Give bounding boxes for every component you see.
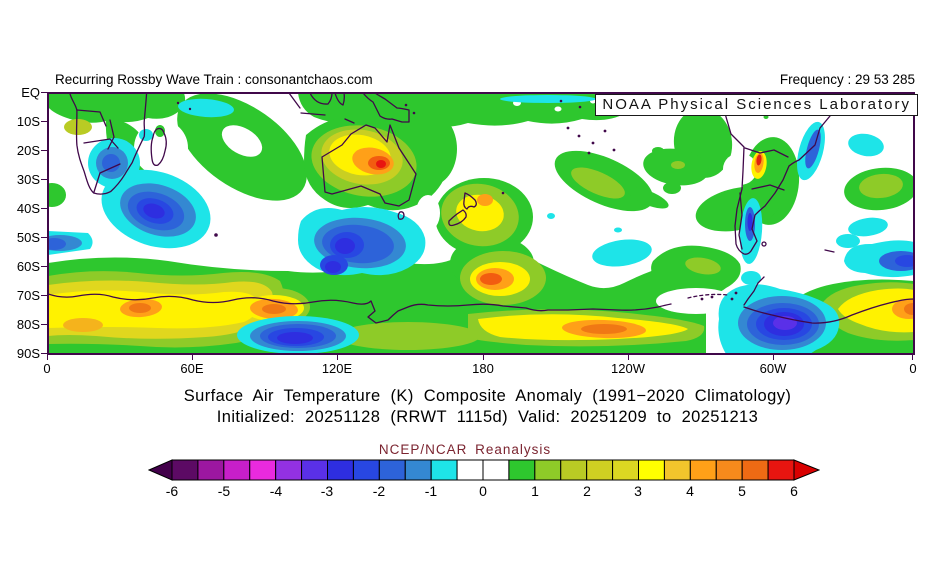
map-frame: NOAA Physical Sciences Laboratory <box>47 92 918 355</box>
chart-title: Surface Air Temperature (K) Composite An… <box>183 387 792 405</box>
y-tick <box>41 266 47 267</box>
map-canvas <box>48 93 914 354</box>
y-tick <box>41 92 47 93</box>
y-axis-label: 40S <box>16 201 40 216</box>
y-axis-label: 80S <box>16 317 40 332</box>
lab-watermark-box: NOAA Physical Sciences Laboratory <box>595 94 918 116</box>
colorbar-tick-label: -6 <box>165 483 179 499</box>
colorbar-tick-label: -5 <box>217 483 231 499</box>
watermark-text: Recurring Rossby Wave Train : consonantc… <box>55 72 373 87</box>
legend-title: NCEP/NCAR Reanalysis <box>378 442 552 457</box>
x-axis-label: 60W <box>759 361 787 376</box>
colorbar-tick-label: 0 <box>479 483 487 499</box>
x-axis-label: 180 <box>472 361 494 376</box>
colorbar-tick-label: -4 <box>269 483 283 499</box>
colorbar-tick-label: 6 <box>790 483 798 499</box>
x-tick <box>47 354 48 360</box>
y-tick <box>41 324 47 325</box>
chart-subtitle: Initialized: 20251128 (RRWT 1115d) Valid… <box>216 408 759 426</box>
x-tick <box>773 354 774 360</box>
colorbar-tick-label: 3 <box>634 483 642 499</box>
x-axis-label: 60E <box>180 361 204 376</box>
coastlines-layer <box>48 93 914 324</box>
y-axis-label: 90S <box>16 346 40 361</box>
y-tick <box>41 150 47 151</box>
y-axis-label: 30S <box>16 172 40 187</box>
x-tick <box>628 354 629 360</box>
y-tick <box>41 237 47 238</box>
x-tick <box>483 354 484 360</box>
x-tick <box>912 354 913 360</box>
x-axis-label: 120W <box>611 361 645 376</box>
x-axis-label: 120E <box>321 361 353 376</box>
y-axis-label: 20S <box>16 143 40 158</box>
x-axis-label: 0 <box>909 361 917 376</box>
colorbar-tick-label: -2 <box>372 483 386 499</box>
warm-anomaly-layer <box>48 119 914 350</box>
colorbar-tick-label: 2 <box>583 483 591 499</box>
colorbar-tick-label: -3 <box>320 483 334 499</box>
y-axis-label: 50S <box>16 230 40 245</box>
y-axis-label: EQ <box>21 85 40 100</box>
cold-anomaly-layer <box>48 95 914 354</box>
colorbar-tick-label: 5 <box>738 483 746 499</box>
y-axis-label: 70S <box>16 288 40 303</box>
y-tick <box>41 179 47 180</box>
colorbar-tick-label: -1 <box>424 483 438 499</box>
x-tick <box>337 354 338 360</box>
y-tick <box>41 208 47 209</box>
y-tick <box>41 295 47 296</box>
y-tick <box>41 121 47 122</box>
colorbar <box>148 459 820 481</box>
colorbar-tick-label: 1 <box>531 483 539 499</box>
x-axis-label: 0 <box>43 361 51 376</box>
x-tick <box>192 354 193 360</box>
y-axis-label: 10S <box>16 114 40 129</box>
y-tick <box>41 353 47 354</box>
y-axis-label: 60S <box>16 259 40 274</box>
frequency-label: Frequency : 29 53 285 <box>779 72 915 87</box>
colorbar-tick-label: 4 <box>686 483 694 499</box>
